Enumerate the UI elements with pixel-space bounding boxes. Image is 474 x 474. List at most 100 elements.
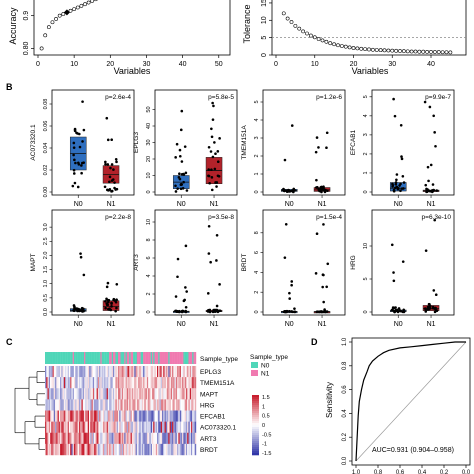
annotation-cell [75, 352, 77, 364]
boxplot-point [114, 309, 117, 313]
a-right-ytick-label: 0 [261, 53, 268, 57]
heatmap-cell [80, 388, 82, 400]
a-right-ylabel: Tolerance [242, 4, 252, 43]
heatmap-cell [146, 443, 149, 456]
boxplot-p-value: p=3.5e-8 [208, 214, 234, 221]
heatmap-cell [183, 443, 185, 456]
annotation-cell [124, 352, 126, 364]
heatmap-cell [57, 410, 60, 422]
scale-step [252, 407, 259, 410]
annotation-cell [61, 352, 63, 364]
a-right-point [390, 48, 395, 53]
heatmap-cell [121, 388, 124, 400]
heatmap-cell [51, 366, 53, 378]
heatmap-cell [154, 410, 156, 422]
annotation-cell [153, 352, 155, 364]
a-right-ytick-label: 5 [261, 36, 268, 40]
boxplot-point [207, 224, 211, 228]
heatmap-cell [163, 443, 165, 456]
heatmap-cell [185, 421, 188, 433]
heatmap-row-label: HRG [200, 402, 214, 409]
heatmap-cell [121, 399, 124, 411]
heatmap-cell [143, 377, 145, 389]
heatmap-cell [149, 377, 151, 389]
heatmap-cell [48, 443, 51, 456]
heatmap-cell [134, 388, 136, 400]
boxplot-ytick-label: 4 [254, 118, 260, 121]
boxplot-p-value: p=1.2e-6 [316, 94, 342, 101]
a-right-frame [271, 0, 467, 56]
a-left-point [79, 3, 84, 8]
heatmap-cell [172, 443, 174, 456]
boxplot-ytick-label: 6 [146, 256, 152, 259]
heatmap-cell [130, 410, 133, 422]
heatmap-cell [160, 432, 163, 445]
heatmap-cell [102, 410, 105, 422]
heatmap-cell [71, 377, 73, 389]
heatmap-cell [77, 421, 80, 433]
heatmap-cell [104, 432, 106, 445]
boxplot-point [110, 301, 113, 305]
boxplot-point [322, 186, 325, 190]
heatmap-cell [178, 399, 180, 411]
a-left-point [90, 0, 95, 3]
scale-step [252, 451, 259, 454]
heatmap-cell [100, 432, 102, 445]
heatmap-cell [107, 410, 110, 422]
a-left-ytick-label: 0.80 [23, 42, 30, 56]
heatmap-cell [95, 377, 97, 389]
heatmap-cell [167, 366, 169, 378]
heatmap-cell [105, 443, 107, 456]
annotation-cell [175, 352, 178, 364]
boxplot-point [288, 309, 291, 313]
scale-step [252, 435, 259, 438]
heatmap-cell [109, 410, 111, 422]
boxplot-ytick-label: 4 [146, 274, 152, 277]
heatmap-cell [115, 399, 117, 411]
heatmap-cell [95, 366, 97, 378]
heatmap-cell [192, 377, 194, 389]
heatmap-cell [155, 443, 158, 456]
annotation-cell [145, 352, 148, 364]
annotation-cell [51, 352, 53, 364]
boxplot-point [315, 178, 318, 182]
heatmap-cell [170, 388, 173, 400]
heatmap-cell [154, 421, 156, 433]
boxplot-point [291, 189, 294, 193]
heatmap-cell [123, 377, 125, 389]
heatmap-cell [131, 432, 134, 445]
heatmap-cell [136, 399, 139, 411]
boxplot-point [103, 185, 107, 189]
heatmap-cell [76, 421, 78, 433]
heatmap-cell [146, 399, 149, 411]
heatmap-cell [178, 443, 180, 456]
heatmap-cell [95, 388, 97, 400]
heatmap-cell [129, 366, 131, 378]
heatmap-cell [174, 366, 177, 378]
boxplot-group-label: N0 [394, 201, 403, 208]
scale-step [252, 433, 259, 436]
heatmap-cell [46, 421, 48, 433]
heatmap-cell [51, 421, 53, 433]
heatmap-cell [106, 410, 109, 422]
boxplot-point [76, 185, 80, 189]
boxplot-point [392, 306, 396, 310]
heatmap-cell [66, 388, 68, 400]
heatmap-cell [169, 366, 172, 378]
heatmap-cell [58, 410, 61, 422]
heatmap-cell [135, 366, 138, 378]
heatmap-cell [172, 410, 174, 422]
heatmap-cell [135, 377, 138, 389]
heatmap-cell [82, 432, 85, 445]
roc-ytick-label: 0.8 [342, 361, 348, 370]
heatmap-cell [52, 399, 55, 411]
heatmap-cell [135, 388, 138, 400]
heatmap-cell [47, 366, 49, 378]
boxplot-point [433, 218, 437, 222]
heatmap-cell [112, 443, 115, 456]
heatmap-cell [153, 421, 155, 433]
heatmap-cell [177, 410, 179, 422]
heatmap-cell [162, 410, 164, 422]
boxplot-point [72, 172, 76, 175]
